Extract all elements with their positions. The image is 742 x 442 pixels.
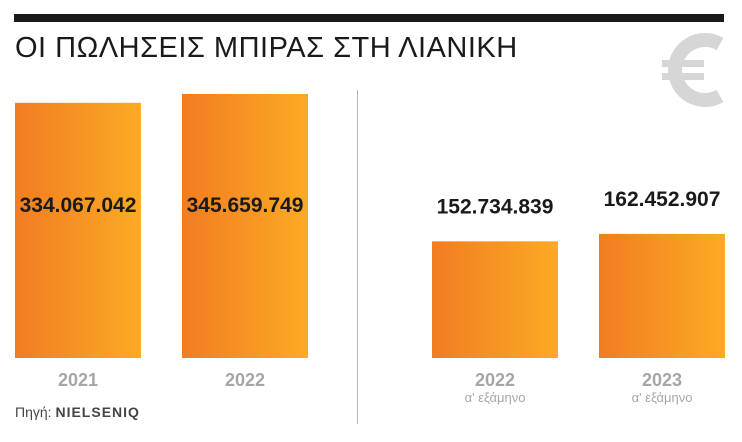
value-label: 334.067.042 [20,194,137,217]
top-rule [14,14,724,22]
category-label: 2023 [642,370,682,390]
bar [432,241,558,358]
bar [15,102,141,358]
category-label: 2021 [58,370,98,390]
source-label: Πηγή: [15,404,52,420]
chart-title: ΟΙ ΠΩΛΗΣΕΙΣ ΜΠΙΡΑΣ ΣΤΗ ΛΙΑΝΙΚΗ [15,32,518,64]
value-label: 345.659.749 [187,194,304,217]
value-label: 162.452.907 [604,188,721,211]
value-label: 152.734.839 [437,195,554,218]
euro-icon [662,33,724,107]
subcategory-label: α' εξάμηνο [465,390,526,405]
category-label: 2022 [475,370,515,390]
source-name: NIELSENIQ [55,404,140,420]
bar [182,93,308,359]
subcategory-label: α' εξάμηνο [632,390,693,405]
category-label: 2022 [225,370,265,390]
source-note: Πηγή: NIELSENIQ [15,404,140,420]
bar [599,233,725,358]
panel-divider [357,90,358,424]
